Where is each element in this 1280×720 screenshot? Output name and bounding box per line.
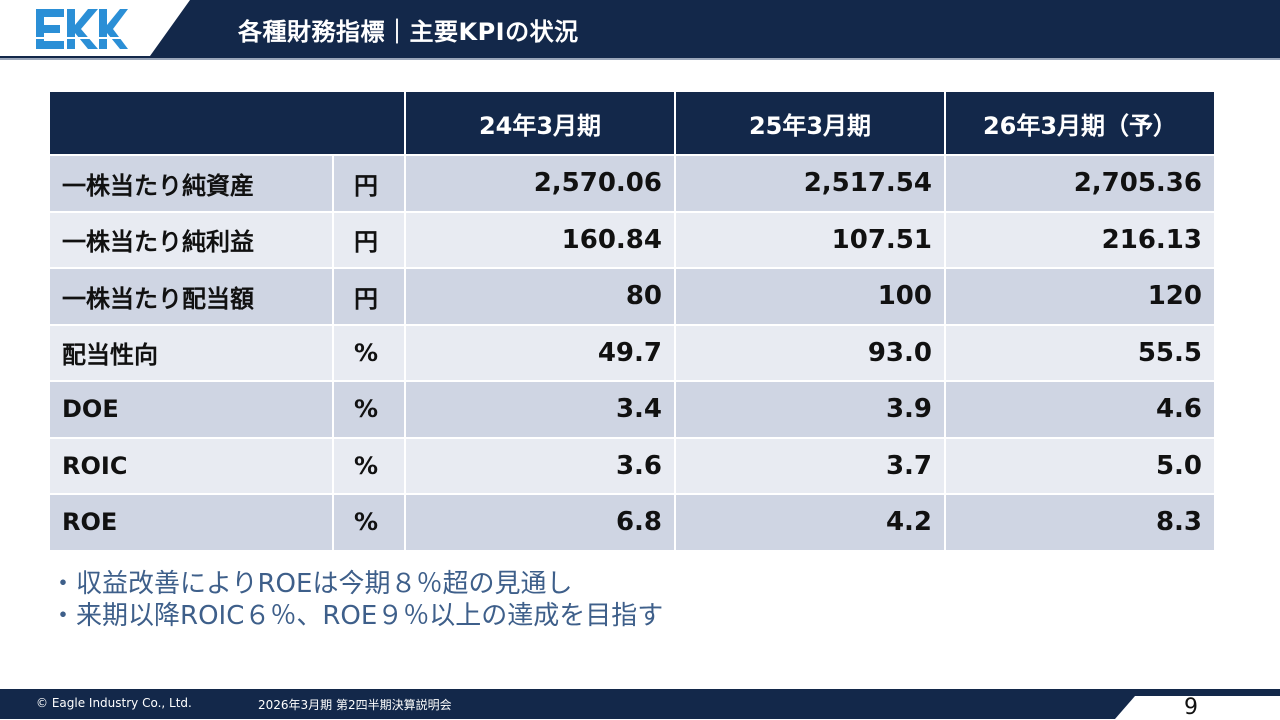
note-targets: ・来期以降ROIC６％、ROE９％以上の達成を目指す (50, 601, 664, 631)
table-cell: 3.6 (404, 436, 676, 495)
table-cell: 216.13 (944, 210, 1216, 269)
logo-panel (0, 0, 190, 56)
table-cell: 2,517.54 (674, 154, 946, 213)
page-number-panel (1115, 696, 1280, 719)
note-roe-outlook: ・収益改善によりROEは今期８％超の見通し (50, 569, 573, 599)
table-cell: 120 (944, 267, 1216, 326)
table-cell: 4.6 (944, 380, 1216, 439)
table-cell: 5.0 (944, 436, 1216, 495)
table-cell: 3.9 (674, 380, 946, 439)
table-row: 一株当たり純利益 円 160.84 107.51 216.13 (48, 210, 1216, 269)
row-label: 配当性向 (48, 323, 334, 382)
notes: ・収益改善によりROEは今期８％超の見通し ・来期以降ROIC６％、ROE９％以… (50, 568, 663, 632)
table-cell: 4.2 (674, 493, 946, 552)
column-header-fy26-forecast: 26年3月期（予） (944, 90, 1216, 156)
table-row: DOE % 3.4 3.9 4.6 (48, 380, 1216, 439)
row-unit: 円 (332, 210, 406, 269)
row-unit: 円 (332, 154, 406, 213)
table-cell: 93.0 (674, 323, 946, 382)
table-cell: 160.84 (404, 210, 676, 269)
row-label: DOE (48, 380, 334, 439)
slide-title: 各種財務指標｜主要KPIの状況 (238, 18, 579, 46)
row-unit: 円 (332, 267, 406, 326)
row-label: 一株当たり純資産 (48, 154, 334, 213)
table-cell: 2,705.36 (944, 154, 1216, 213)
table-cell: 2,570.06 (404, 154, 676, 213)
table-cell: 8.3 (944, 493, 1216, 552)
table-row: ROIC % 3.6 3.7 5.0 (48, 436, 1216, 495)
row-unit: % (332, 493, 406, 552)
table-row: 一株当たり純資産 円 2,570.06 2,517.54 2,705.36 (48, 154, 1216, 213)
header-divider (0, 58, 1280, 60)
row-label: 一株当たり純利益 (48, 210, 334, 269)
table-cell: 107.51 (674, 210, 946, 269)
event-title: 2026年3月期 第2四半期決算説明会 (258, 698, 452, 712)
column-header-fy24: 24年3月期 (404, 90, 676, 156)
table-row: ROE % 6.8 4.2 8.3 (48, 493, 1216, 552)
table-cell: 3.7 (674, 436, 946, 495)
table-cell: 49.7 (404, 323, 676, 382)
row-unit: % (332, 380, 406, 439)
table-cell: 3.4 (404, 380, 676, 439)
row-unit: % (332, 436, 406, 495)
table-cell: 100 (674, 267, 946, 326)
slide-footer: © Eagle Industry Co., Ltd. 2026年3月期 第2四半… (0, 689, 1280, 719)
kpi-table: 24年3月期 25年3月期 26年3月期（予） 一株当たり純資産 円 2,570… (48, 90, 1216, 552)
page-number: 9 (1184, 695, 1198, 720)
table-cell: 6.8 (404, 493, 676, 552)
table-corner-cell (48, 90, 406, 156)
table-header-row: 24年3月期 25年3月期 26年3月期（予） (48, 90, 1216, 156)
table-cell: 55.5 (944, 323, 1216, 382)
table-row: 一株当たり配当額 円 80 100 120 (48, 267, 1216, 326)
copyright-text: © Eagle Industry Co., Ltd. (36, 696, 192, 710)
row-label: ROIC (48, 436, 334, 495)
ekk-logo-icon (36, 9, 128, 49)
table-cell: 80 (404, 267, 676, 326)
slide-header: 各種財務指標｜主要KPIの状況 (0, 0, 1280, 58)
row-unit: % (332, 323, 406, 382)
column-header-fy25: 25年3月期 (674, 90, 946, 156)
row-label: ROE (48, 493, 334, 552)
table-row: 配当性向 % 49.7 93.0 55.5 (48, 323, 1216, 382)
row-label: 一株当たり配当額 (48, 267, 334, 326)
